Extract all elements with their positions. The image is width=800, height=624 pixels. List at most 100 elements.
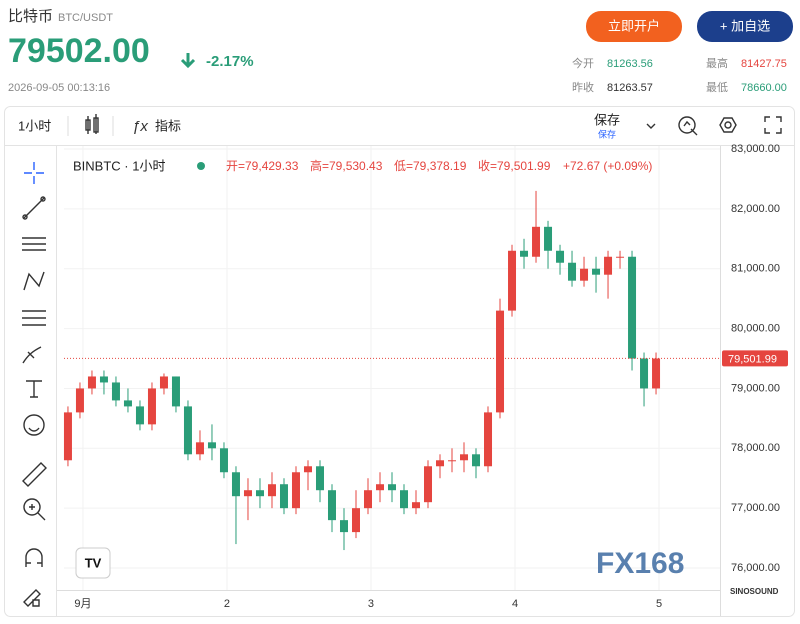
- x-tick-label: 9月: [74, 598, 91, 610]
- candle-body: [291, 472, 300, 509]
- y-tick-label: 79,000.00: [731, 382, 780, 394]
- legend-low: 低=79,378.19: [394, 159, 467, 173]
- watermark: FX168: [596, 547, 684, 580]
- candle-body: [339, 520, 348, 533]
- indicators[interactable]: 指标: [155, 118, 181, 133]
- chevron[interactable]: [646, 123, 656, 129]
- candle-body: [375, 484, 384, 491]
- settings-icon[interactable]: [719, 117, 737, 133]
- stat-label: 最高: [706, 56, 728, 70]
- stat-label: 今开: [572, 56, 594, 70]
- candle-body: [604, 256, 613, 275]
- candle-body: [580, 268, 589, 281]
- settings-icon-center: [724, 121, 732, 129]
- candle-body: [267, 484, 276, 497]
- candle-body: [255, 490, 264, 497]
- symbol: BTC/USDT: [58, 12, 113, 24]
- last-price-box: [722, 350, 788, 367]
- candle-body: [363, 490, 372, 509]
- y-tick-label: 80,000.00: [731, 322, 780, 334]
- interval[interactable]: 1小时: [18, 118, 51, 133]
- y-tick-label: 83,000.00: [731, 143, 780, 155]
- legend-symbol: BINBTC · 1小时: [73, 158, 165, 173]
- legend-open: 开=79,429.33: [226, 159, 299, 173]
- watermark-sub: SINOSOUND: [730, 587, 779, 596]
- candle-body: [183, 406, 192, 455]
- candle-body: [207, 442, 216, 449]
- watchlist-label[interactable]: + 加自选: [720, 18, 770, 33]
- y-tick-label: 82,000.00: [731, 203, 780, 215]
- candle-body: [388, 484, 396, 491]
- candle-body: [63, 412, 72, 461]
- candle-body: [472, 454, 481, 467]
- price: 79502.00: [8, 32, 150, 70]
- candle-body: [436, 460, 445, 467]
- change: -2.17%: [206, 53, 254, 70]
- watchlist-button[interactable]: [697, 11, 793, 42]
- stat-value: 81263.56: [607, 58, 653, 70]
- candle-body: [279, 484, 288, 509]
- tradingview-logo: [75, 547, 111, 579]
- candle-body: [628, 256, 637, 359]
- fx-icon[interactable]: ƒx: [132, 118, 148, 135]
- candle-body: [520, 250, 529, 257]
- open-account-button[interactable]: [586, 11, 682, 42]
- legend-close: 收=79,501.99: [478, 159, 551, 173]
- candle-body: [303, 466, 312, 473]
- timestamp: 2026-09-05 00:13:16: [8, 82, 110, 94]
- candle-body: [592, 268, 601, 275]
- candle-body: [75, 388, 84, 413]
- candle-body: [652, 358, 661, 389]
- candle-body: [315, 466, 324, 491]
- candle-body: [87, 376, 96, 389]
- candle-body: [400, 490, 409, 509]
- candle-body: [448, 460, 457, 462]
- candle-body: [568, 262, 577, 281]
- chart-frame: [4, 106, 795, 617]
- candle-body: [243, 490, 252, 497]
- candle-body: [219, 448, 228, 473]
- legend-ohlc: 开=79,429.33 高=79,530.43 低=79,378.19 收=79,50…: [226, 158, 652, 173]
- candle-body: [351, 508, 360, 533]
- candle-body: [171, 376, 180, 407]
- x-tick-label: 2: [224, 598, 230, 610]
- candle-body: [532, 226, 541, 257]
- candle-body: [327, 490, 336, 521]
- alert-icon[interactable]: [678, 116, 698, 136]
- legend-high: 高=79,530.43: [310, 158, 383, 173]
- y-tick-label: 77,000.00: [731, 502, 780, 514]
- stat-value: 78660.00: [741, 82, 787, 94]
- candle-type-icon[interactable]: [85, 114, 99, 134]
- open-account-label[interactable]: 立即开户: [608, 18, 660, 33]
- candle-body: [544, 226, 553, 251]
- candle-body: [484, 412, 493, 467]
- stat-label: 昨收: [572, 80, 594, 94]
- tradingview-logo-text: TV: [85, 555, 102, 570]
- stat-label: 最低: [706, 81, 728, 94]
- y-tick-label: 78,000.00: [731, 442, 780, 454]
- y-tick-label: 76,000.00: [731, 562, 780, 574]
- drawing-tools[interactable]: [22, 162, 47, 607]
- legend-change: +72.67 (+0.09%): [563, 159, 652, 173]
- candle-body: [616, 256, 625, 258]
- name: 比特币: [8, 8, 53, 25]
- candle-body: [231, 472, 240, 497]
- candle-body: [99, 376, 108, 383]
- stat-value: 81263.57: [607, 82, 653, 94]
- candle-body: [424, 466, 433, 503]
- candle-body: [159, 376, 168, 389]
- candle-body: [556, 250, 565, 263]
- save-sub: 保存: [598, 128, 616, 139]
- fullscreen-icon[interactable]: [764, 116, 782, 134]
- save[interactable]: 保存: [594, 112, 620, 127]
- x-tick-label: 4: [512, 598, 518, 610]
- candle-body: [111, 382, 120, 401]
- last-price-label: 79,501.99: [728, 353, 777, 365]
- candle-body: [508, 250, 517, 311]
- candle-body: [147, 388, 156, 425]
- status-dot: [197, 162, 205, 170]
- candle-body: [123, 400, 132, 407]
- candle-body: [640, 358, 649, 389]
- stat-value: 81427.75: [741, 58, 787, 70]
